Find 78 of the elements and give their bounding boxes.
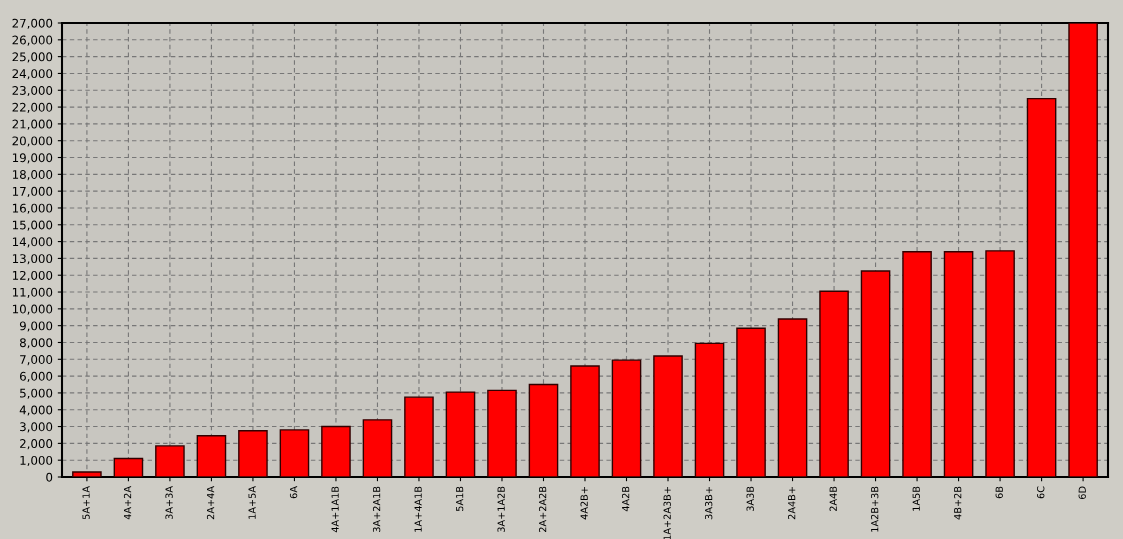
x-tick-label: 1A5B <box>912 486 920 511</box>
x-tick-label: 3A+1A2B <box>497 486 505 532</box>
y-tick-label: 21,000 <box>12 119 53 130</box>
y-tick-label: 14,000 <box>12 237 53 248</box>
bar <box>362 419 393 477</box>
x-tick-label: 3A+3A <box>165 486 173 520</box>
bar <box>487 389 517 477</box>
y-tick-label: 11,000 <box>12 287 53 298</box>
y-tick-label: 2,000 <box>20 439 53 450</box>
y-tick-label: 20,000 <box>12 136 53 147</box>
x-tick-label: 2A4B <box>829 486 837 512</box>
bar <box>736 327 766 477</box>
x-tick-label: 6D <box>1078 486 1086 500</box>
x-tick-label: 6C <box>1037 486 1045 499</box>
bar <box>570 365 600 477</box>
y-tick-label: 19,000 <box>12 153 53 164</box>
x-tick-label: 3A3B <box>746 486 754 511</box>
y-tick-label: 22,000 <box>12 102 53 113</box>
bar <box>238 430 268 477</box>
bar <box>860 270 891 477</box>
x-tick-label: 4A+1A1B <box>331 486 339 533</box>
y-tick-label: 24,000 <box>12 69 53 80</box>
x-tick-label: 3A3B+ <box>704 487 713 520</box>
bar <box>1068 23 1098 477</box>
bar <box>611 359 642 477</box>
x-tick-label: 4A2B <box>621 486 630 512</box>
x-tick-label: 4A2B+ <box>580 487 588 520</box>
bar <box>819 290 849 477</box>
x-tick-label: 2A4B+ <box>788 487 796 520</box>
y-tick-label: 16,000 <box>12 203 53 214</box>
y-tick-label: 6,000 <box>20 371 53 382</box>
y-tick-label: 25,000 <box>12 52 53 63</box>
bar <box>528 383 559 477</box>
x-tick-label: 2A+2A2B <box>538 486 547 532</box>
y-tick-label: 23,000 <box>12 85 53 97</box>
x-tick-label: 6B <box>995 486 1003 499</box>
y-tick-label: 1,000 <box>20 455 53 467</box>
y-tick-label: 10,000 <box>12 304 53 315</box>
y-tick-label: 9,000 <box>19 321 53 332</box>
x-tick-label: 5A+1A <box>82 486 90 520</box>
y-tick-label: 17,000 <box>12 186 53 198</box>
bar <box>196 435 227 477</box>
bar <box>321 425 351 477</box>
bar <box>943 250 974 477</box>
bar <box>445 391 476 477</box>
y-tick-label: 12,000 <box>12 270 53 282</box>
x-tick-label: 5A1B <box>456 486 464 511</box>
x-tick-label: 1A+4A1B <box>414 486 422 532</box>
x-tick-label: 4B+2B <box>954 486 962 520</box>
y-tick-label: 13,000 <box>12 254 53 265</box>
bar <box>902 250 932 477</box>
x-tick-label: 6A <box>289 486 298 499</box>
y-tick-label: 8,000 <box>19 338 53 349</box>
y-tick-label: 18,000 <box>12 170 53 181</box>
y-tick-label: 7,000 <box>20 355 53 366</box>
bar <box>404 396 434 477</box>
bar <box>653 355 683 477</box>
bar <box>155 445 185 477</box>
bar <box>694 342 725 477</box>
x-tick-label: 2A+4A <box>206 486 215 520</box>
y-tick-label: 15,000 <box>12 220 53 231</box>
bar <box>985 250 1015 477</box>
bar <box>113 457 144 477</box>
y-tick-label: 27,000 <box>12 18 53 29</box>
x-tick-label: 1A2B+3B <box>871 486 879 532</box>
y-tick-label: 5,000 <box>20 388 53 399</box>
bar <box>1026 97 1057 477</box>
bar <box>72 471 102 477</box>
x-tick-label: 4A+2A <box>123 486 132 520</box>
y-tick-label: 0 <box>46 472 53 482</box>
y-tick-label: 26,000 <box>12 35 53 46</box>
y-tick-label: 4,000 <box>19 405 53 416</box>
x-tick-label: 3A+2A1B <box>372 486 381 532</box>
x-tick-label: 1A+5A <box>248 486 256 519</box>
bar <box>777 318 808 477</box>
y-tick-label: 3,000 <box>20 422 53 433</box>
x-tick-label: 1A+2A3B+ <box>663 487 671 539</box>
bar <box>279 429 310 477</box>
